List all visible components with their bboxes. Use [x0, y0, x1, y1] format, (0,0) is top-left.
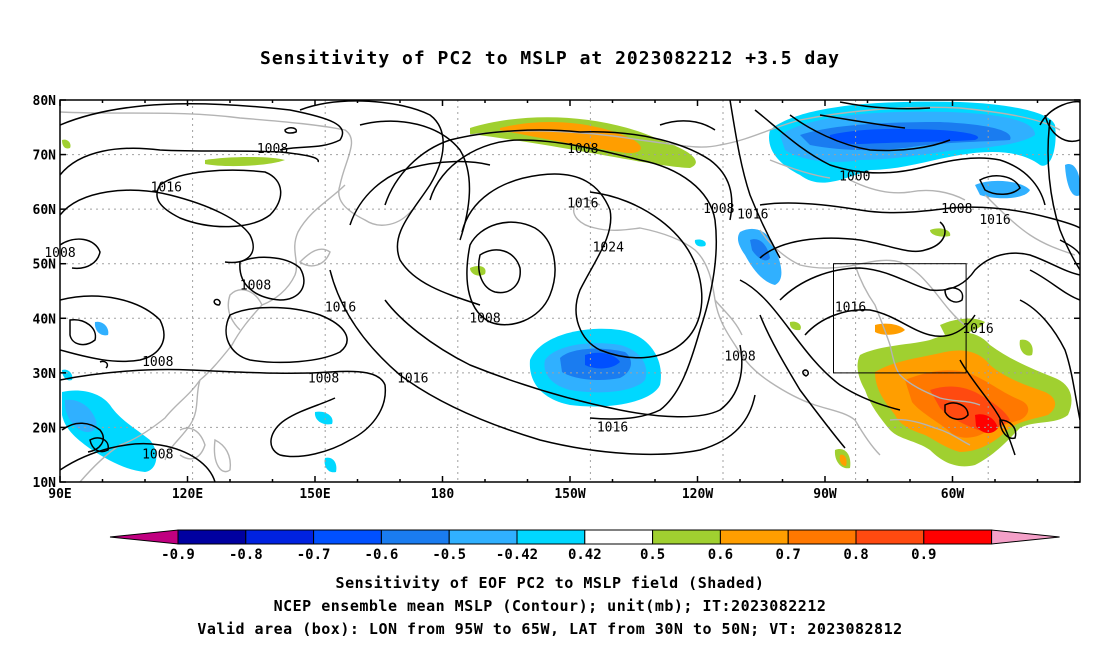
- colorbar-label: -0.6: [365, 547, 399, 563]
- caption-line-2: NCEP ensemble mean MSLP (Contour); unit(…: [273, 597, 827, 615]
- colorbar-label: 0.42: [568, 547, 602, 563]
- caption-line-1: Sensitivity of EOF PC2 to MSLP field (Sh…: [335, 574, 765, 592]
- colorbar-cell: [652, 529, 721, 545]
- contour-label: 1016: [397, 371, 428, 386]
- contour-label: 1000: [839, 169, 870, 184]
- contour-label: 1016: [567, 197, 598, 212]
- colorbar-label: -0.9: [161, 547, 195, 563]
- latitude-labels: 80N 70N 60N 50N 40N 30N 20N 10N: [33, 94, 57, 491]
- lat-label: 80N: [33, 94, 57, 109]
- colorbar-cell: [516, 529, 586, 545]
- colorbar-cell: [855, 529, 925, 545]
- contour-label: 1008: [703, 202, 734, 217]
- contour-label: 1008: [469, 311, 500, 326]
- contour-label: 1008: [567, 142, 598, 157]
- colorbar-label: 0.6: [708, 547, 733, 563]
- contour-label: 1016: [962, 322, 993, 337]
- valid-area-box: [833, 263, 967, 374]
- colorbar-cell: [313, 529, 382, 545]
- contour-label: 1016: [979, 213, 1010, 228]
- contour-labels: 1008101610081008101610081008100810081016…: [44, 142, 1010, 463]
- contour-label: 1008: [941, 202, 972, 217]
- colorbar-right-arrow: [991, 529, 1060, 545]
- colorbar-label: -0.7: [297, 547, 331, 563]
- lon-label: 90W: [813, 487, 837, 502]
- contour-label: 1016: [325, 300, 356, 315]
- colorbar: [109, 529, 1060, 545]
- coastlines: [60, 106, 1076, 482]
- colorbar-label: -0.42: [496, 547, 538, 563]
- lat-label: 50N: [33, 258, 57, 273]
- colorbar-label: -0.8: [229, 547, 263, 563]
- contour-label: 1016: [597, 420, 628, 435]
- lat-label: 30N: [33, 367, 57, 382]
- contour-label: 1016: [835, 300, 866, 315]
- contour-label: 1008: [142, 448, 173, 463]
- lat-label: 10N: [33, 476, 57, 491]
- colorbar-cell: [719, 529, 789, 545]
- lat-label: 60N: [33, 203, 57, 218]
- caption-line-3: Valid area (box): LON from 95W to 65W, L…: [197, 620, 903, 638]
- colorbar-left-arrow: [109, 529, 179, 545]
- mslp-contours: [60, 100, 1080, 482]
- longitude-labels: 90E 120E 150E 180 150W 120W 90W 60W: [48, 487, 964, 502]
- contour-label: 1008: [257, 142, 288, 157]
- colorbar-label: -0.5: [432, 547, 466, 563]
- lat-label: 70N: [33, 149, 57, 164]
- contour-label: 1016: [151, 180, 182, 195]
- lon-label: 90E: [48, 487, 71, 502]
- graticule: [60, 100, 1080, 482]
- contour-label: 1008: [308, 371, 339, 386]
- colorbar-cell: [448, 529, 518, 545]
- lat-label: 40N: [33, 312, 57, 327]
- contour-label: 1016: [737, 208, 768, 223]
- lat-label: 20N: [33, 421, 57, 436]
- colorbar-cell: [380, 529, 450, 545]
- lon-label: 60W: [941, 487, 965, 502]
- colorbar-label: 0.9: [911, 547, 936, 563]
- colorbar-label: 0.7: [776, 547, 801, 563]
- colorbar-label: 0.5: [640, 547, 665, 563]
- contour-label: 1008: [724, 349, 755, 364]
- colorbar-labels: -0.9 -0.8 -0.7 -0.6 -0.5 -0.42 0.42 0.5 0.6 0.7 0.…: [161, 547, 936, 563]
- lon-label: 180: [431, 487, 455, 502]
- colorbar-cell: [584, 529, 654, 545]
- axis-ticks: [59, 99, 1080, 483]
- colorbar-cell: [787, 529, 857, 545]
- chart-title: Sensitivity of PC2 to MSLP at 2023082212…: [259, 48, 840, 69]
- colorbar-cell: [177, 529, 247, 545]
- contour-label: 1008: [142, 355, 173, 370]
- colorbar-cell: [923, 529, 993, 545]
- colorbar-cell: [245, 529, 315, 545]
- contour-label: 1024: [593, 240, 624, 255]
- lon-label: 120E: [172, 487, 203, 502]
- lon-label: 120W: [682, 487, 713, 502]
- contour-label: 1008: [240, 279, 271, 294]
- lon-label: 150W: [554, 487, 585, 502]
- lon-label: 150E: [299, 487, 330, 502]
- colorbar-label: 0.8: [843, 547, 868, 563]
